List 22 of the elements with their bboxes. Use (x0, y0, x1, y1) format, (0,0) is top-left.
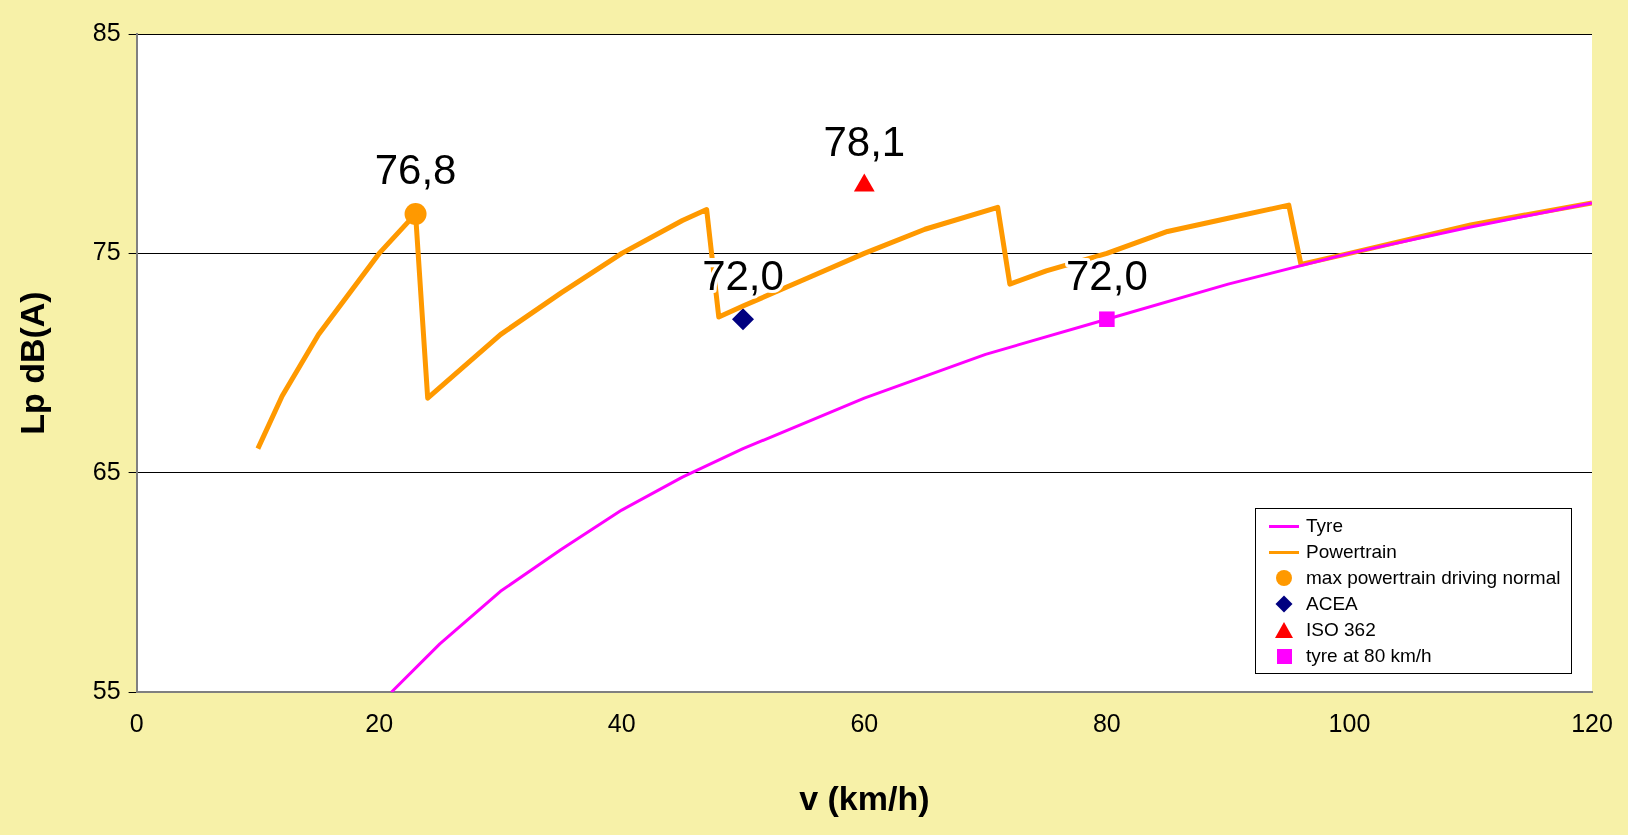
x-tick-label: 120 (1571, 709, 1613, 738)
legend-label: max powertrain driving normal (1306, 566, 1561, 591)
legend-label: ACEA (1306, 592, 1358, 617)
data-label: 78,1 (823, 117, 906, 165)
legend-label: tyre at 80 km/h (1306, 644, 1432, 669)
legend-label: Tyre (1306, 514, 1343, 539)
y-tick-label: 75 (92, 237, 121, 266)
x-tick-label: 60 (850, 709, 879, 738)
data-label: 72,0 (1065, 251, 1148, 299)
y-tick-label: 85 (92, 17, 121, 46)
legend-label: ISO 362 (1306, 618, 1376, 643)
x-tick-label: 80 (1092, 709, 1121, 738)
x-tick-label: 0 (129, 709, 144, 738)
x-tick-label: 100 (1328, 709, 1371, 738)
x-tick-label: 20 (365, 709, 394, 738)
x-axis-title: v (km/h) (799, 778, 930, 817)
y-tick-label: 65 (92, 456, 121, 485)
legend-label: Powertrain (1306, 540, 1397, 565)
x-tick-label: 40 (607, 709, 636, 738)
y-axis-title: Lp dB(A) (12, 291, 51, 435)
data-label: 76,8 (374, 146, 457, 194)
y-tick-label: 55 (92, 676, 121, 705)
